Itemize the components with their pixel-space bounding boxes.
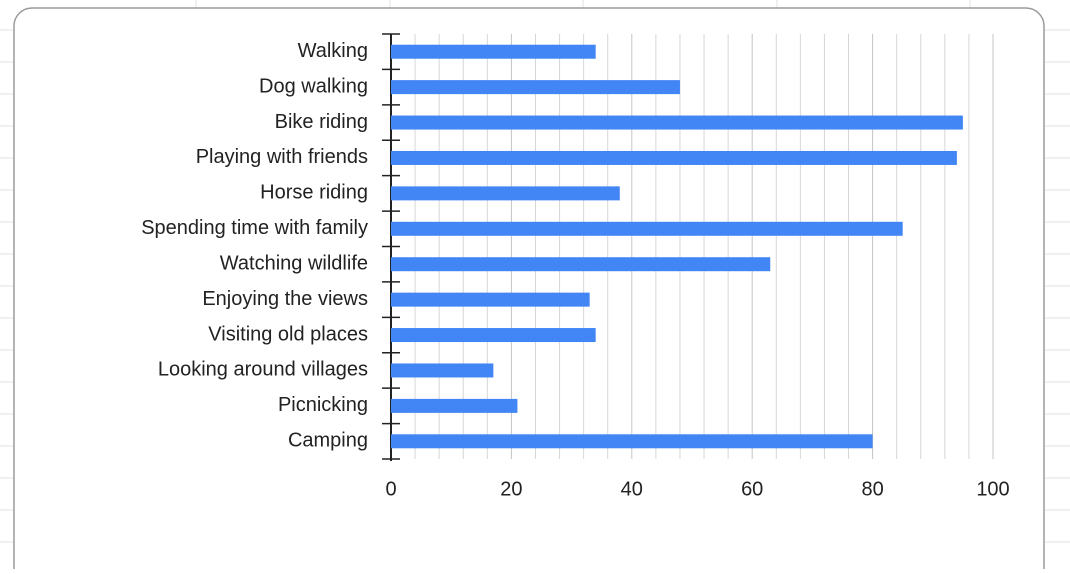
bar [391, 150, 957, 165]
y-tick-label: Bike riding [275, 111, 368, 133]
x-tick-label: 20 [500, 478, 522, 500]
bar [391, 221, 903, 236]
bar [391, 80, 680, 95]
sheet-grid [0, 0, 1070, 543]
x-tick-label: 40 [621, 478, 643, 500]
bar [391, 363, 494, 378]
y-tick-label: Walking [298, 40, 368, 62]
x-tick-label: 0 [385, 478, 396, 500]
y-tick-label: Horse riding [260, 182, 368, 204]
bar [391, 328, 596, 343]
bar [391, 44, 596, 59]
bar [391, 292, 590, 307]
bar [391, 398, 518, 413]
y-tick-label: Spending time with family [141, 217, 368, 239]
y-tick-label: Watching wildlife [220, 252, 368, 274]
bar [391, 257, 771, 272]
y-tick-label: Looking around villages [158, 359, 368, 381]
x-tick-label: 60 [741, 478, 763, 500]
y-tick-label: Playing with friends [196, 146, 368, 168]
x-tick-label: 80 [861, 478, 883, 500]
x-tick-label: 100 [976, 478, 1009, 500]
bar [391, 434, 873, 449]
bar [391, 115, 963, 130]
y-tick-label: Camping [288, 430, 368, 452]
chart-card [13, 7, 1045, 574]
y-tick-label: Picnicking [278, 394, 368, 416]
y-tick-label: Enjoying the views [202, 288, 368, 310]
y-tick-label: Visiting old places [208, 323, 368, 345]
y-tick-label: Dog walking [259, 75, 368, 97]
bar [391, 186, 620, 201]
